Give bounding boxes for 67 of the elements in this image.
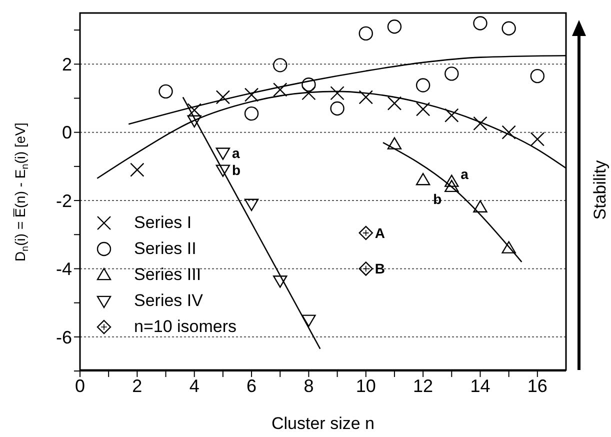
y-tick-label: -2 bbox=[56, 190, 72, 211]
x-tick-label: 16 bbox=[527, 376, 548, 396]
point bbox=[387, 137, 402, 150]
y-tick-label: 2 bbox=[62, 54, 72, 75]
point bbox=[444, 66, 459, 81]
annotation: b bbox=[433, 190, 442, 207]
x-tick-label: 4 bbox=[189, 376, 200, 396]
annotation: a bbox=[232, 144, 240, 161]
annotation: a bbox=[460, 166, 469, 182]
annotation: B bbox=[374, 260, 386, 277]
point bbox=[473, 200, 488, 212]
y-tick-label: 0 bbox=[62, 122, 72, 143]
point bbox=[273, 82, 288, 97]
point bbox=[302, 86, 316, 100]
legend-label: Series I bbox=[134, 213, 192, 233]
legend-label: Series III bbox=[134, 265, 202, 285]
x-tick-label: 2 bbox=[132, 376, 142, 396]
annotation: A bbox=[374, 224, 386, 241]
point bbox=[244, 106, 259, 121]
point bbox=[130, 162, 144, 177]
point bbox=[473, 16, 488, 30]
point bbox=[502, 241, 516, 254]
point bbox=[358, 226, 373, 240]
point bbox=[216, 164, 230, 177]
annotation: b bbox=[232, 162, 241, 178]
x-tick-label: 6 bbox=[246, 376, 257, 396]
point bbox=[330, 86, 344, 100]
legend-label: Series II bbox=[134, 239, 196, 259]
legend-label: n=10 isomers bbox=[134, 317, 237, 337]
y-tick-label: -6 bbox=[56, 327, 72, 348]
point bbox=[273, 276, 288, 288]
point bbox=[358, 262, 373, 276]
point bbox=[416, 172, 430, 186]
point bbox=[416, 78, 430, 92]
point bbox=[530, 132, 545, 146]
x-tick-label: 10 bbox=[356, 376, 376, 396]
point bbox=[273, 58, 288, 72]
x-tick-label: 14 bbox=[470, 376, 490, 396]
x-tick-label: 0 bbox=[74, 376, 86, 396]
point bbox=[444, 174, 459, 187]
point bbox=[444, 180, 459, 192]
point bbox=[302, 314, 316, 327]
point bbox=[444, 108, 459, 122]
point bbox=[358, 26, 373, 41]
point bbox=[416, 102, 430, 116]
text: Stability bbox=[590, 160, 610, 220]
legend-label: Series IV bbox=[134, 291, 203, 311]
y-tick-label: -4 bbox=[56, 259, 72, 280]
point bbox=[358, 90, 373, 104]
point bbox=[158, 84, 173, 99]
point bbox=[187, 115, 202, 128]
point bbox=[216, 148, 230, 160]
point bbox=[302, 78, 316, 92]
point bbox=[473, 116, 488, 131]
point bbox=[502, 125, 516, 140]
point bbox=[244, 198, 259, 212]
point bbox=[330, 101, 344, 116]
point bbox=[502, 21, 516, 36]
x-axis-title: Cluster size n bbox=[272, 414, 374, 433]
x-tick-label: 8 bbox=[304, 376, 314, 396]
x-tick-label: 12 bbox=[413, 376, 434, 396]
point bbox=[244, 88, 259, 102]
point bbox=[216, 90, 230, 104]
point bbox=[530, 68, 545, 84]
point bbox=[387, 20, 402, 34]
point bbox=[187, 103, 202, 118]
point bbox=[387, 96, 402, 110]
